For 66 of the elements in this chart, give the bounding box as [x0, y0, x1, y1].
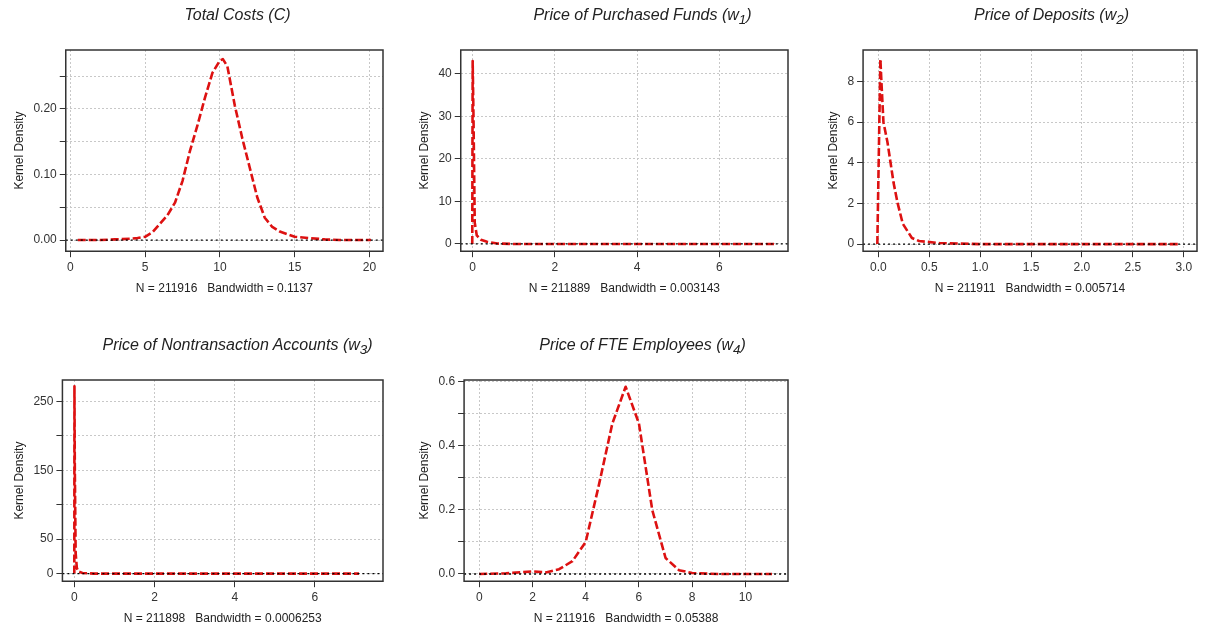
x-tick-label: 4 — [633, 259, 641, 274]
y-tick-label: 30 — [438, 108, 453, 123]
line-series — [470, 59, 777, 246]
chart-title: Price of Deposits (w$_{2}$) — [973, 6, 1130, 28]
x-tick-label: 6 — [635, 589, 643, 604]
y-tick-label: 0.0 — [438, 566, 456, 581]
y-tick-label: 0.00 — [33, 232, 58, 247]
x-tick-label: 10 — [213, 259, 227, 274]
x-tick-label: 5 — [141, 259, 149, 274]
x-tick-label: 0 — [71, 589, 79, 604]
line-series — [76, 57, 373, 242]
x-tick-label: 0.0 — [870, 259, 888, 274]
chart-title: Price of Purchased Funds (w$_{1}$) — [532, 6, 753, 28]
x-tick-label: 8 — [688, 589, 696, 604]
y-tick-label: 0 — [46, 565, 54, 580]
x-tick-label: 2.0 — [1073, 259, 1091, 274]
x-tick-label: 2 — [151, 589, 159, 604]
y-axis-title: Kernel Density — [11, 111, 26, 190]
y-tick-label: 0.20 — [33, 101, 58, 116]
x-tick-label: 0.5 — [920, 259, 938, 274]
line-series — [876, 57, 1180, 246]
x-tick-label: 15 — [288, 259, 302, 274]
x-tick-label: 10 — [738, 589, 753, 604]
x-tick-label: 6 — [311, 589, 319, 604]
y-tick-label: 0.10 — [33, 166, 58, 181]
x-axis-title: N = 211898 Bandwidth = 0.0006253 — [123, 611, 322, 626]
x-tick-label: 20 — [362, 259, 377, 274]
x-tick-label: 2 — [529, 589, 537, 604]
chart-title: Price of FTE Employees (w$_{4}$) — [538, 336, 747, 358]
y-tick-label: 0 — [445, 236, 453, 251]
chart-title: Total Costs (C) — [183, 6, 292, 24]
x-tick-label: 0 — [66, 259, 74, 274]
x-tick-label: 0 — [475, 589, 483, 604]
x-tick-label: 1.0 — [971, 259, 989, 274]
x-axis-title: N = 211911 Bandwidth = 0.005714 — [934, 281, 1126, 296]
y-tick-label: 8 — [847, 73, 855, 88]
y-tick-label: 2 — [847, 195, 855, 210]
y-axis-title: Kernel Density — [416, 111, 431, 190]
y-tick-label: 6 — [847, 114, 855, 129]
x-axis-title: N = 211916 Bandwidth = 0.05388 — [533, 611, 719, 626]
x-axis-title: N = 211916 Bandwidth = 0.1137 — [135, 281, 314, 296]
y-axis-title: Kernel Density — [11, 441, 26, 520]
y-tick-label: 0.4 — [438, 438, 456, 453]
x-tick-label: 4 — [231, 589, 239, 604]
y-tick-label: 4 — [847, 155, 855, 170]
x-tick-label: 0 — [469, 259, 477, 274]
x-tick-label: 1.5 — [1022, 259, 1040, 274]
y-axis-title: Kernel Density — [825, 111, 840, 190]
x-tick-label: 3.0 — [1175, 259, 1193, 274]
x-tick-label: 2 — [551, 259, 559, 274]
y-tick-label: 150 — [33, 462, 54, 477]
y-tick-label: 0.6 — [438, 374, 456, 389]
x-tick-label: 6 — [716, 259, 723, 274]
x-axis-title: N = 211889 Bandwidth = 0.003143 — [528, 281, 721, 296]
y-tick-label: 20 — [438, 151, 453, 166]
y-tick-label: 50 — [40, 531, 54, 546]
y-tick-label: 0 — [847, 236, 855, 251]
y-tick-label: 0.2 — [438, 502, 456, 517]
chart-title: Price of Nontransaction Accounts (w$_{3}$) — [101, 336, 374, 358]
y-tick-label: 40 — [438, 66, 453, 81]
y-axis-title: Kernel Density — [416, 441, 431, 520]
line-series — [73, 384, 361, 575]
x-tick-label: 4 — [582, 589, 590, 604]
y-tick-label: 250 — [33, 393, 54, 408]
x-tick-label: 2.5 — [1124, 259, 1142, 274]
y-tick-label: 10 — [438, 193, 453, 208]
